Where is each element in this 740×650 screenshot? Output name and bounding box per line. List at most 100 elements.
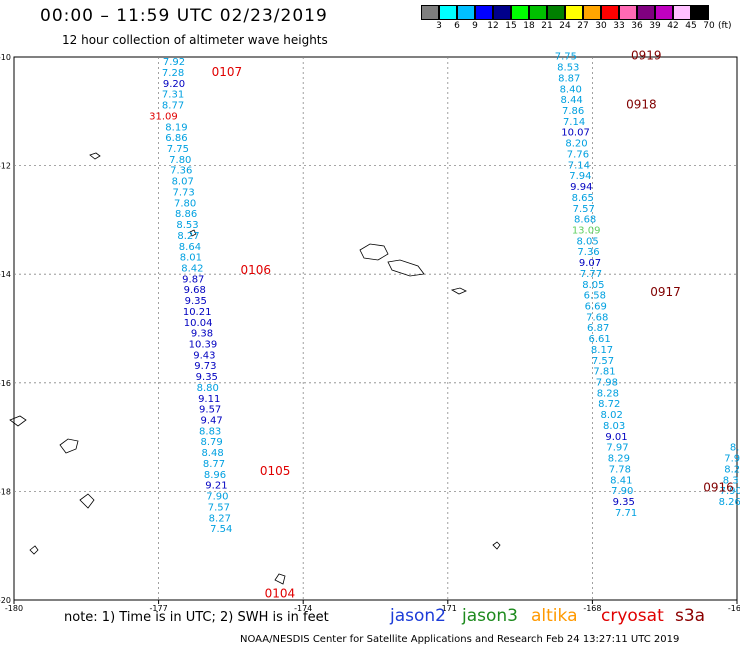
colorbar-tick-label: 39	[649, 21, 661, 31]
wave-height-point: 8.96	[204, 470, 226, 481]
wave-height-point: 8.3	[723, 475, 739, 486]
wave-height-point: 7.76	[567, 149, 589, 160]
y-tick-label: -16	[0, 379, 11, 388]
wave-height-point: 10.04	[184, 318, 213, 329]
pass-time-label: 0918	[626, 98, 657, 112]
wave-height-point: 8.05	[582, 280, 604, 291]
x-tick-label: -168	[583, 604, 601, 613]
wave-height-point: 7.97	[606, 443, 628, 454]
colorbar-tick-label: 33	[613, 21, 625, 31]
wave-height-point: 7.75	[167, 144, 189, 155]
wave-height-point: 7.14	[568, 160, 590, 171]
wave-height-point: 7.68	[586, 312, 608, 323]
colorbar-tick-label: 36	[631, 21, 643, 31]
island-outline	[189, 229, 197, 237]
legend-item-altika: altika	[531, 606, 578, 626]
wave-height-point: 10.39	[189, 340, 218, 351]
colorbar-tick-label: 30	[595, 21, 607, 31]
wave-height-point: 9.35	[613, 497, 635, 508]
colorbar-tick-label: 18	[523, 21, 535, 31]
y-tick-label: -10	[0, 53, 11, 62]
pass-time-label: 0107	[212, 65, 243, 79]
wave-height-point: 8.40	[560, 84, 582, 95]
colorbar-swatch	[547, 5, 565, 20]
colorbar-swatch	[691, 5, 709, 20]
wave-height-point: 6.87	[587, 323, 609, 334]
island-outline	[59, 438, 79, 454]
wave-height-point: 8.64	[179, 242, 201, 253]
wave-height-point: 8.53	[176, 220, 198, 231]
wave-height-point: 9.07	[579, 258, 601, 269]
colorbar-swatch	[601, 5, 619, 20]
wave-height-point: 7.90	[720, 486, 740, 497]
colorbar-tick-label: 27	[577, 21, 589, 31]
island-outline	[450, 287, 467, 295]
wave-height-point: 7.57	[592, 356, 614, 367]
wave-height-point: 7.36	[577, 247, 599, 258]
colorbar-swatch	[655, 5, 673, 20]
x-tick-label: -165	[728, 604, 740, 613]
wave-height-point: 8.2	[724, 464, 740, 475]
wave-height-point: 8.19	[165, 122, 187, 133]
wave-height-point: 7.36	[170, 166, 192, 177]
wave-height-point: 8.83	[199, 426, 221, 437]
colorbar-swatch	[529, 5, 547, 20]
wave-height-point: 7.77	[580, 269, 602, 280]
pass-time-label: 0916	[703, 480, 734, 494]
wave-height-point: 9.73	[194, 361, 216, 372]
island-outline	[492, 541, 501, 550]
wave-height-point: 7.80	[174, 198, 196, 209]
island-outline	[359, 243, 389, 261]
pass-time-label: 0106	[241, 263, 272, 277]
colorbar-tick-label: 70	[703, 21, 715, 31]
wave-height-point: 7.54	[210, 524, 232, 535]
island-outline	[79, 493, 95, 509]
colorbar-tick-label: 15	[505, 21, 517, 31]
wave-height-point: 6.86	[165, 133, 187, 144]
wave-height-point: 9.43	[193, 350, 215, 361]
colorbar-swatch	[619, 5, 637, 20]
wave-height-point: 10.21	[183, 307, 212, 318]
wave-height-point: 10.07	[561, 128, 590, 139]
wave-height-point: 8.53	[557, 63, 579, 74]
wave-height-point: 6.61	[588, 334, 610, 345]
x-tick-label: -174	[294, 604, 312, 613]
wave-height-point: 7.14	[563, 117, 585, 128]
wave-height-point: 9.01	[605, 432, 627, 443]
y-tick-label: -14	[0, 270, 11, 279]
wave-height-point: 7.94	[569, 171, 591, 182]
wave-height-point: 7.80	[169, 155, 191, 166]
wave-height-point: 8.29	[608, 454, 630, 465]
wave-height-point: 31.09	[149, 111, 178, 122]
colorbar-unit: (ft)	[718, 21, 732, 31]
wave-height-point: 9.57	[199, 405, 221, 416]
colorbar-swatch	[583, 5, 601, 20]
wave-height-point: 9.20	[163, 79, 185, 90]
wave-height-point: 9.38	[191, 329, 213, 340]
wave-height-point: 8.41	[610, 475, 632, 486]
colorbar-tick-label: 42	[667, 21, 679, 31]
wave-height-point: 8.17	[591, 345, 613, 356]
wave-height-point: 9.11	[198, 394, 220, 405]
island-outline	[9, 415, 27, 427]
wave-height-point: 7.57	[573, 204, 595, 215]
wave-height-point: 7.75	[555, 52, 577, 63]
wave-height-point: 7.81	[593, 367, 615, 378]
colorbar-tick-label: 21	[541, 21, 553, 31]
legend-item-jason3: jason3	[462, 606, 518, 626]
pass-time-label: 0104	[265, 586, 296, 600]
colorbar-tick-label: 6	[454, 21, 460, 31]
wave-height-point: 8.03	[603, 421, 625, 432]
wave-height-point: 9.68	[184, 285, 206, 296]
wave-height-point: 8.44	[561, 95, 583, 106]
page-subtitle: 12 hour collection of altimeter wave hei…	[62, 33, 328, 47]
y-tick-label: -20	[0, 596, 11, 605]
wave-height-point: 8.77	[203, 459, 225, 470]
pass-time-label: 0919	[631, 49, 662, 63]
wave-height-point: 9.87	[182, 274, 204, 285]
colorbar-swatch	[421, 5, 439, 20]
wave-height-point: 9.35	[185, 296, 207, 307]
colorbar-swatch	[637, 5, 655, 20]
island-outline	[89, 152, 101, 160]
